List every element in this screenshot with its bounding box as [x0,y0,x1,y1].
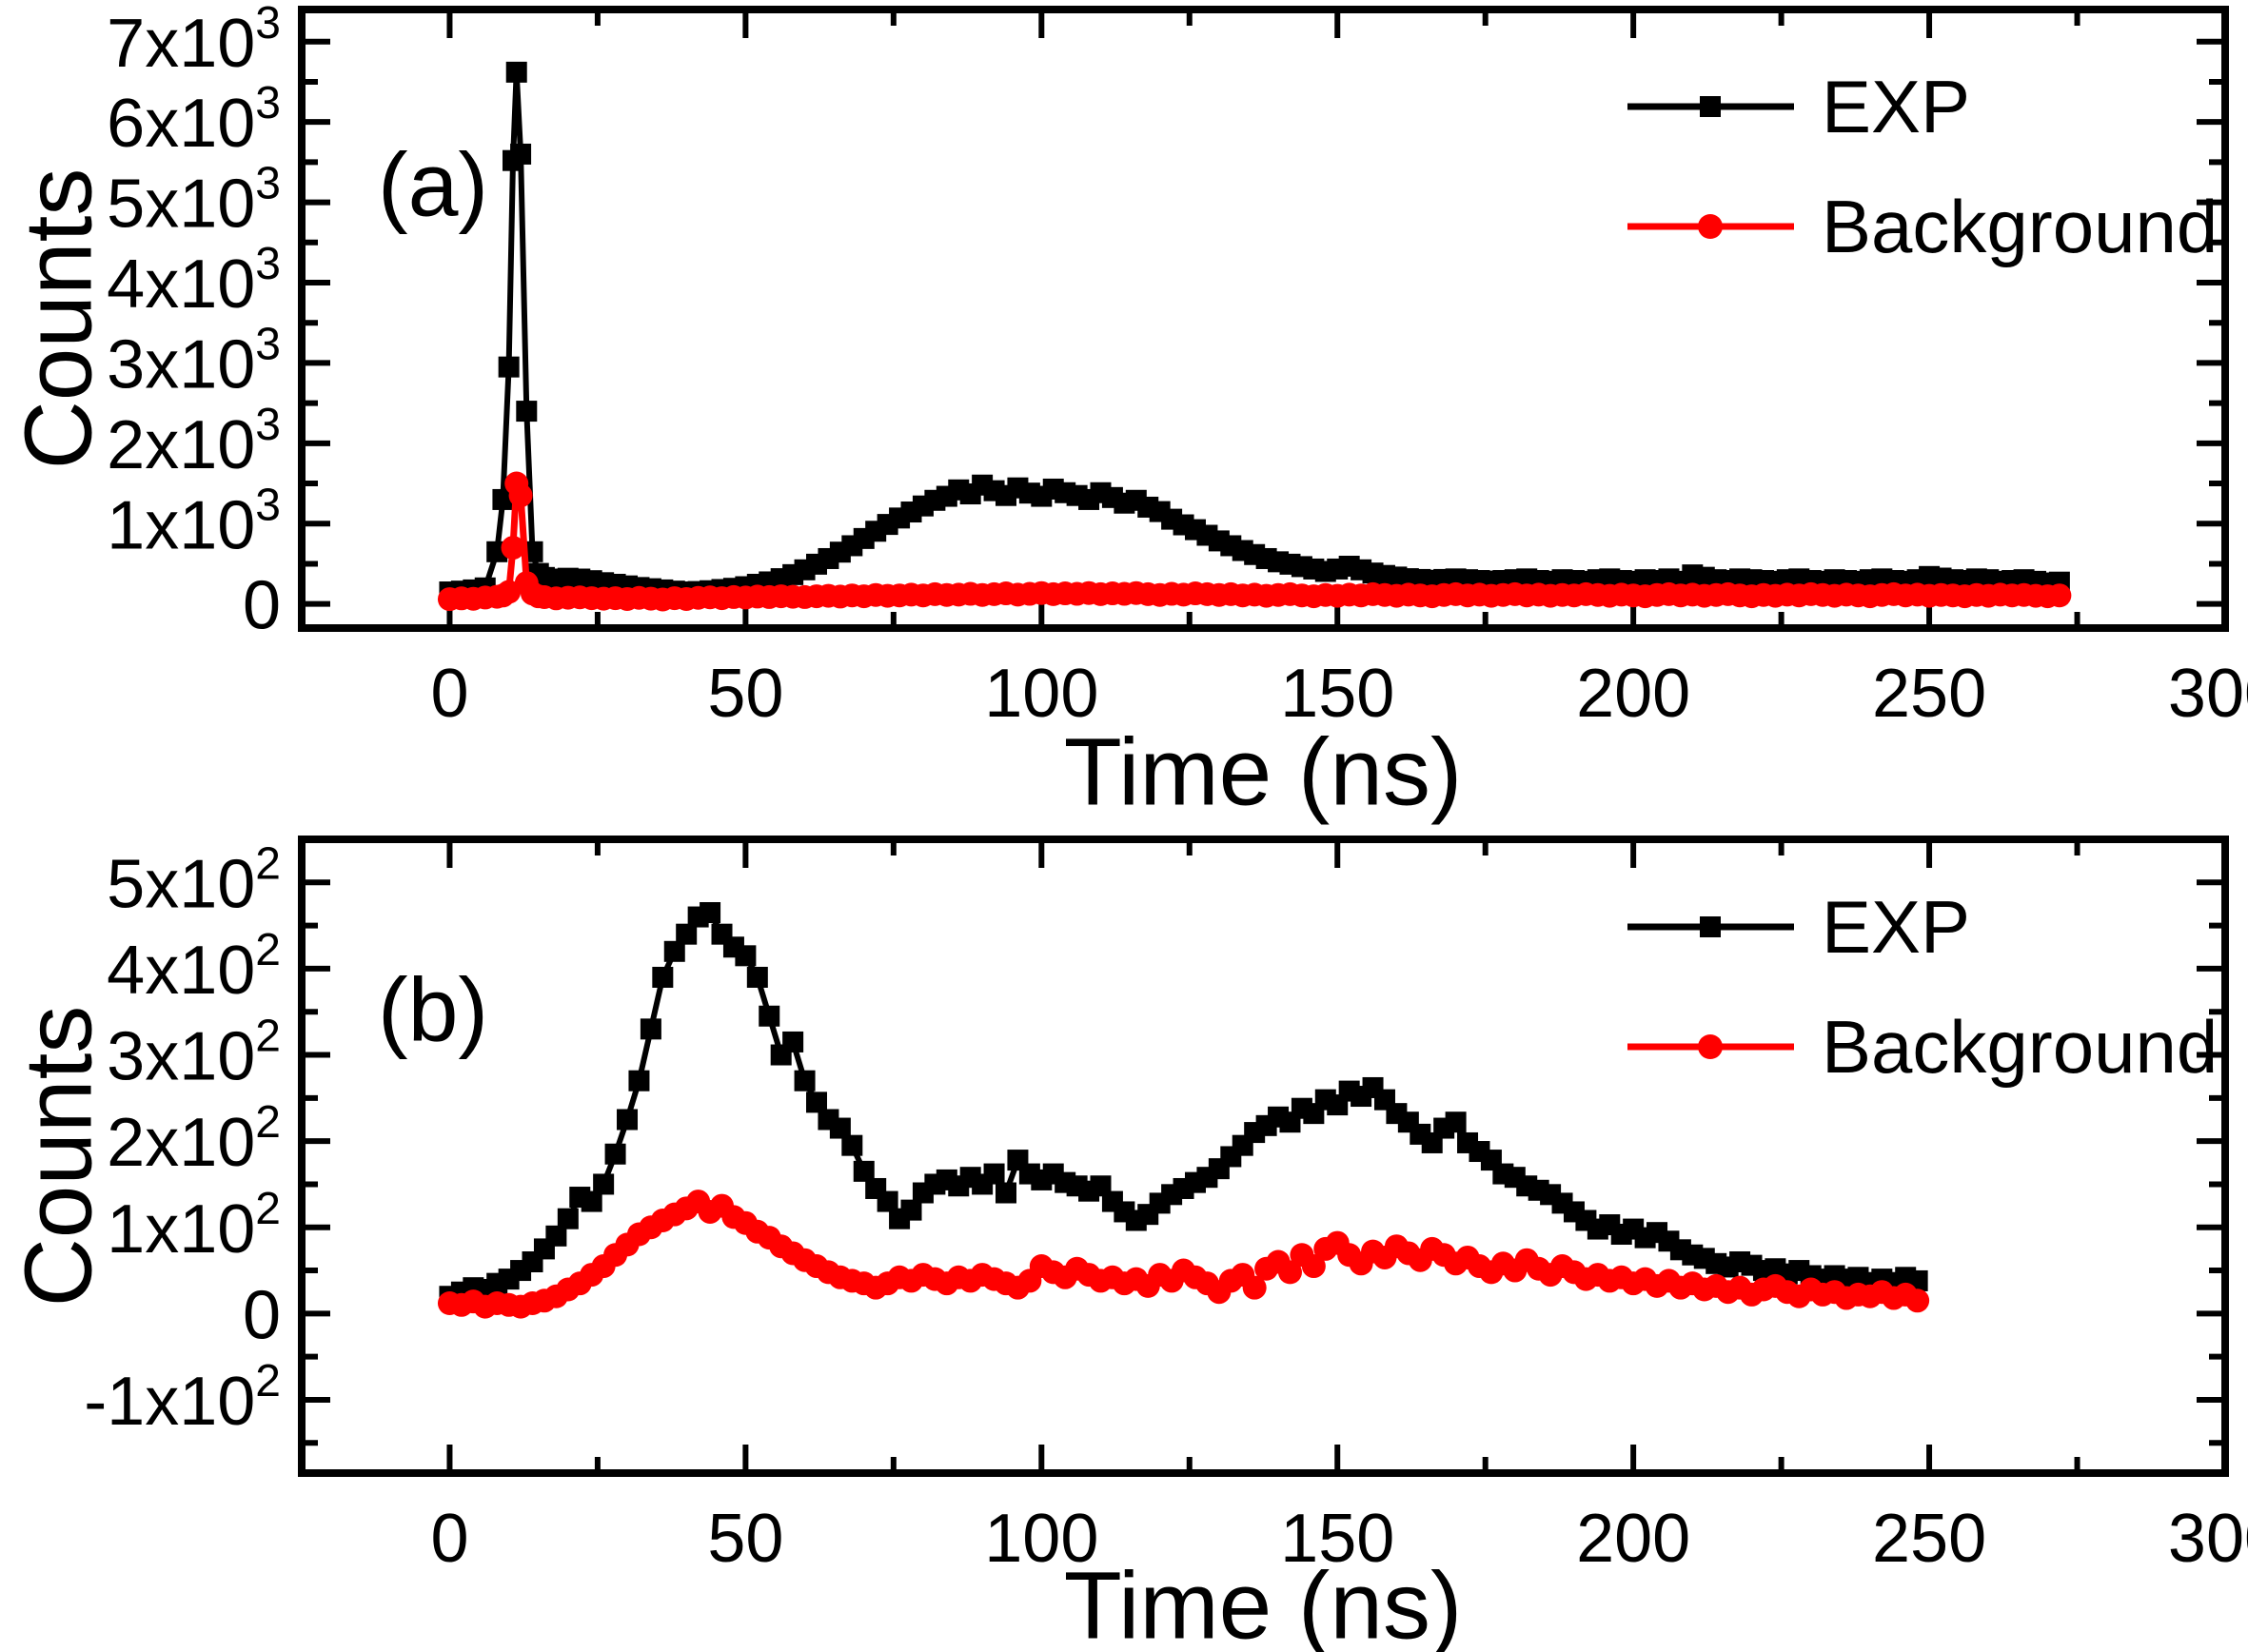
y-tick-label: 1x103 [107,480,281,563]
plot-frame [298,6,2229,632]
y-tick-label: 4x102 [107,925,281,1009]
legend-label-exp: EXP [1822,64,1971,148]
panel-a-legend-item-exp: EXP [1623,64,1970,149]
legend-label-exp: EXP [1822,884,1971,969]
x-tick-label: 50 [707,656,783,732]
panel-b-legend-item-background: Background [1623,1004,2218,1090]
y-tick-label: 1x102 [107,1184,281,1268]
y-tick-label: 3x103 [107,319,281,403]
panel-a-x-axis-title: Time (ns) [1063,718,1463,826]
y-tick-label: 4x103 [107,239,281,323]
y-tick-label: 6x103 [107,78,281,162]
x-tick-label: 150 [1280,1501,1394,1577]
x-tick-label: 250 [1872,656,1986,732]
panel-b-label: (b) [377,959,489,1061]
exp-legend-swatch-icon [1623,64,1799,149]
panel-a-legend-item-background: Background [1623,184,2218,269]
x-tick-label: 250 [1872,1501,1986,1577]
panel-a-axes: 0 50 100 150 200 250 300 7x1036x1035x1034x1033x… [107,0,2248,732]
series-background [437,471,2072,612]
x-tick-label: 100 [984,656,1098,732]
y-tick-label: 7x103 [107,0,281,82]
y-tick-label: 0 [243,1277,281,1353]
y-tick-label: 3x102 [107,1012,281,1095]
legend-label-background: Background [1822,1004,2218,1089]
background-legend-swatch-icon [1623,184,1799,269]
y-tick-label: 5x102 [107,838,281,922]
y-tick-label: -1x102 [84,1356,281,1440]
panel-a-y-axis-title: Counts [5,167,112,470]
background-legend-swatch-icon [1623,1004,1799,1090]
x-tick-label: 0 [430,656,468,732]
panel-b-y-axis-title: Counts [5,1005,112,1308]
y-tick-label: 0 [243,568,281,644]
x-tick-label: 300 [2168,656,2248,732]
x-tick-label: 100 [984,1501,1098,1577]
y-tick-label: 5x103 [107,159,281,243]
x-tick-label: 0 [430,1501,468,1577]
panel-b-axes: 0 50 100 150 200 250 300 5x1024x1023x1022x1021x… [84,838,2248,1577]
exp-legend-swatch-icon [1623,884,1799,970]
legend-label-background: Background [1822,184,2218,268]
panel-b-x-axis-title: Time (ns) [1063,1552,1463,1652]
x-tick-label: 300 [2168,1501,2248,1577]
series-exp [439,902,1928,1308]
x-tick-label: 150 [1280,656,1394,732]
series-background [437,1190,1930,1319]
y-tick-label: 2x103 [107,400,281,483]
x-tick-label: 200 [1576,656,1690,732]
plot-frame [298,836,2229,1477]
panel-b-legend-item-exp: EXP [1623,884,1970,970]
y-tick-label: 2x102 [107,1097,281,1181]
panel-a-label: (a) [377,134,489,236]
x-tick-label: 200 [1576,1501,1690,1577]
x-tick-label: 50 [707,1501,783,1577]
